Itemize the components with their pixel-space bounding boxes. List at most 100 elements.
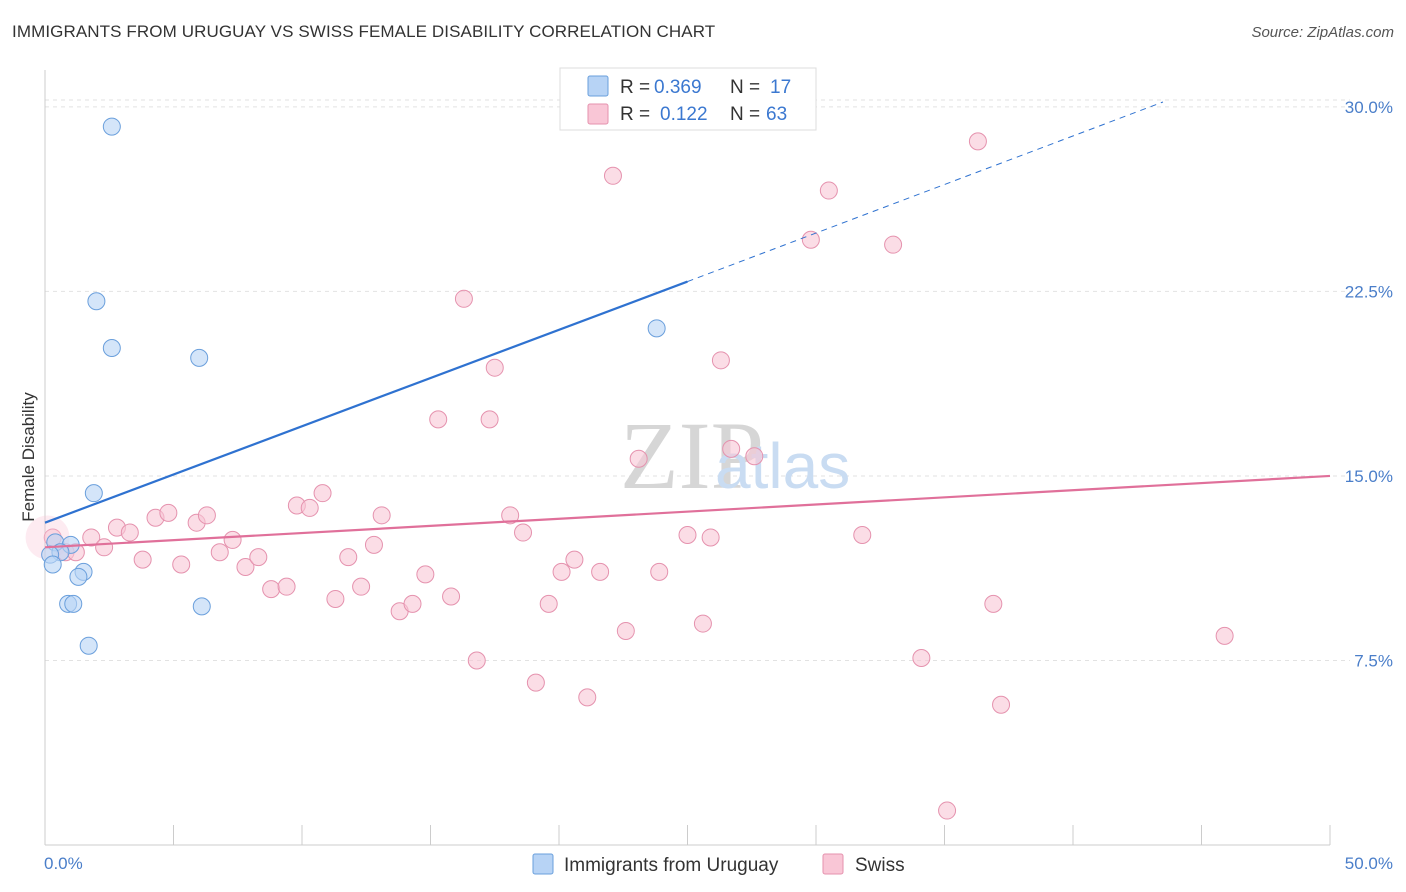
swiss-point-55 <box>819 181 838 200</box>
swiss-point-10 <box>172 555 191 574</box>
swiss-point-59 <box>938 801 957 820</box>
series-legend-swatch-swiss <box>822 853 844 875</box>
legend-n-label-swiss: N = <box>730 104 760 125</box>
swiss-point-34 <box>480 410 499 429</box>
swiss-point-13 <box>210 543 229 562</box>
x-tick-label-left: 0.0% <box>44 854 83 873</box>
swiss-point-32 <box>454 289 473 308</box>
swiss-point-42 <box>578 688 597 707</box>
uruguay-trend-extension <box>687 101 1164 283</box>
swiss-point-46 <box>629 449 648 468</box>
swiss-point-31 <box>442 587 461 606</box>
legend-r-label-uruguay: R = <box>620 77 650 98</box>
watermark-atlas: atlas <box>715 430 850 502</box>
uruguay-point-0 <box>102 117 121 136</box>
swiss-point-12 <box>197 506 216 525</box>
swiss-point-44 <box>603 166 622 185</box>
swiss-point-3 <box>82 528 101 547</box>
swiss-point-57 <box>884 235 903 254</box>
trend-lines <box>44 101 1331 549</box>
uruguay-point-3 <box>190 348 209 367</box>
uruguay-point-15 <box>192 597 211 616</box>
stats-legend: R = 0.369 N = 17 R = 0.122 N = 63 <box>559 67 817 131</box>
swiss-point-53 <box>745 447 764 466</box>
swiss-point-16 <box>249 548 268 567</box>
swiss-point-17 <box>262 580 281 599</box>
y-axis-label: Female Disability <box>19 392 38 522</box>
swiss-point-28 <box>403 594 422 613</box>
uruguay-point-12 <box>69 567 88 586</box>
swiss-point-47 <box>650 562 669 581</box>
y-tick-label-2: 22.5% <box>1345 282 1393 301</box>
uruguay-point-10 <box>43 555 62 574</box>
swiss-point-33 <box>467 651 486 670</box>
uruguay-point-2 <box>102 339 121 358</box>
swiss-point-21 <box>313 484 332 503</box>
swiss-point-22 <box>326 589 345 608</box>
axes <box>44 70 1331 846</box>
series-legend: Immigrants from Uruguay Swiss <box>532 853 905 876</box>
swiss-point-4 <box>95 538 114 557</box>
swiss-point-20 <box>300 498 319 517</box>
swiss-point-49 <box>693 614 712 633</box>
legend-n-value-swiss: 63 <box>766 104 787 125</box>
swiss-point-24 <box>352 577 371 596</box>
y-tick-labels: 7.5% 15.0% 22.5% 30.0% <box>1345 98 1393 671</box>
swiss-point-56 <box>853 526 872 544</box>
legend-n-label-uruguay: N = <box>730 77 760 98</box>
x-tick-label-right: 50.0% <box>1345 854 1393 873</box>
swiss-point-30 <box>429 410 448 429</box>
swiss-point-26 <box>372 506 391 525</box>
swiss-point-25 <box>364 535 383 554</box>
legend-r-label-swiss: R = <box>620 104 650 125</box>
swiss-point-54 <box>801 230 820 249</box>
legend-swatch-swiss <box>587 103 609 125</box>
swiss-point-48 <box>678 526 697 544</box>
series-legend-label-swiss: Swiss <box>855 855 905 876</box>
swiss-point-43 <box>591 562 610 581</box>
swiss-point-18 <box>277 577 296 596</box>
swiss-point-61 <box>984 594 1003 613</box>
swiss-point-35 <box>485 358 504 377</box>
swiss-point-58 <box>912 649 931 668</box>
swiss-point-29 <box>416 565 435 584</box>
swiss-point-63 <box>1215 626 1234 645</box>
legend-n-value-uruguay: 17 <box>770 77 791 98</box>
legend-swatch-uruguay <box>587 75 609 97</box>
swiss-point-39 <box>539 594 558 613</box>
swiss-point-6 <box>120 523 139 542</box>
uruguay-trend-line <box>44 280 688 524</box>
uruguay-point-4 <box>647 319 666 338</box>
legend-r-value-uruguay: 0.369 <box>654 77 702 98</box>
y-tick-label-0: 7.5% <box>1354 651 1393 670</box>
swiss-point-14 <box>223 530 242 549</box>
legend-r-value-swiss: 0.122 <box>660 104 708 125</box>
swiss-point-62 <box>992 695 1011 714</box>
swiss-point-7 <box>133 550 152 569</box>
y-tick-label-1: 15.0% <box>1345 467 1393 486</box>
y-tick-label-3: 30.0% <box>1345 98 1393 117</box>
uruguay-points <box>41 117 666 655</box>
swiss-point-40 <box>552 562 571 581</box>
uruguay-point-5 <box>84 484 103 503</box>
swiss-point-9 <box>159 503 178 522</box>
swiss-point-15 <box>236 557 255 576</box>
swiss-points <box>25 132 1234 820</box>
swiss-point-51 <box>711 351 730 370</box>
swiss-point-60 <box>968 132 987 151</box>
swiss-point-50 <box>701 528 720 547</box>
swiss-point-52 <box>722 439 741 458</box>
swiss-point-23 <box>339 548 358 567</box>
grid-lines <box>45 99 1350 661</box>
swiss-point-38 <box>526 673 545 692</box>
uruguay-point-16 <box>79 636 98 655</box>
swiss-point-45 <box>616 621 635 640</box>
swiss-point-41 <box>565 550 584 569</box>
swiss-point-36 <box>501 506 520 525</box>
series-legend-swatch-uruguay <box>532 853 554 875</box>
uruguay-point-14 <box>64 594 83 613</box>
chart-title: IMMIGRANTS FROM URUGUAY VS SWISS FEMALE … <box>12 22 716 41</box>
series-legend-label-uruguay: Immigrants from Uruguay <box>564 855 779 876</box>
source-credit: Source: ZipAtlas.com <box>1251 24 1394 41</box>
